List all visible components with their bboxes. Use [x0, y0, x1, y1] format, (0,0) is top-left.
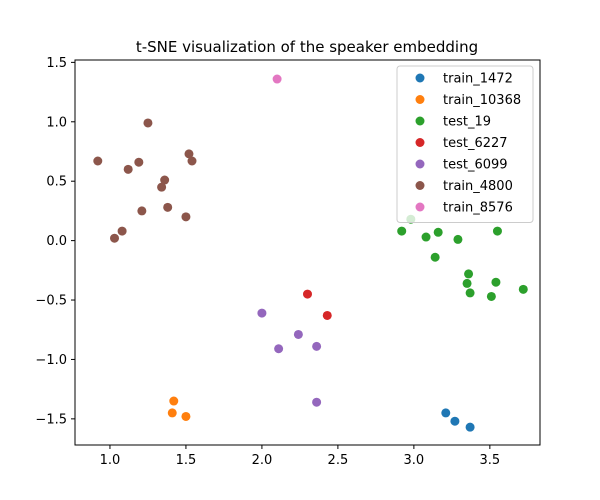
y-tick-label: −0.5	[35, 294, 67, 309]
data-point	[181, 212, 191, 222]
data-point	[491, 277, 501, 287]
data-point	[464, 269, 474, 279]
legend-box	[396, 65, 534, 223]
x-tick-label: 2.0	[252, 453, 273, 468]
x-tick-label: 1.5	[176, 453, 197, 468]
data-point	[453, 234, 463, 244]
series-train_1472	[441, 408, 475, 432]
data-point	[303, 289, 312, 299]
series-train_10368	[167, 396, 191, 421]
x-tick-label: 3.0	[404, 453, 425, 468]
data-point	[518, 284, 528, 294]
series-test_6227	[303, 289, 332, 320]
data-point	[110, 233, 120, 243]
data-point	[397, 226, 407, 236]
series-test_6099	[257, 308, 322, 407]
data-point	[322, 310, 332, 320]
data-point	[462, 278, 472, 288]
series-train_8576	[272, 74, 282, 84]
data-point	[272, 74, 282, 84]
data-point	[293, 329, 303, 339]
series-test_19	[397, 214, 528, 301]
y-axis: −1.5 −1.0 −0.5 0.0 0.5 1.0 1.5	[35, 56, 75, 427]
data-point	[465, 422, 475, 432]
data-point	[430, 252, 440, 262]
x-axis: 1.0 1.5 2.0 2.5 3.0 3.5	[100, 445, 501, 468]
data-point	[157, 182, 167, 192]
legend-marker	[415, 116, 425, 126]
y-tick-label: −1.5	[35, 412, 67, 427]
data-point	[465, 288, 475, 298]
data-point	[143, 118, 153, 128]
data-point	[433, 227, 443, 237]
plot-frame	[74, 59, 541, 446]
y-tick-label: 1.0	[46, 115, 67, 130]
data-point	[312, 341, 322, 351]
legend-label: train_1472	[443, 72, 513, 87]
x-tick-label: 1.0	[100, 453, 121, 468]
data-point	[134, 157, 144, 167]
legend-label: test_19	[443, 115, 491, 130]
data-point	[181, 411, 191, 421]
data-point	[93, 156, 103, 166]
legend-label: train_10368	[443, 93, 521, 108]
chart-title: t-SNE visualization of the speaker embed…	[136, 38, 478, 56]
data-point	[167, 408, 177, 418]
data-point	[160, 175, 170, 185]
legend-label: test_6227	[443, 136, 508, 151]
legend-marker	[415, 181, 425, 190]
y-tick-label: −1.0	[35, 353, 67, 368]
y-tick-label: 0.0	[46, 234, 67, 249]
y-tick-label: 1.5	[46, 56, 67, 71]
data-point	[312, 397, 322, 407]
x-tick-label: 3.5	[480, 453, 501, 468]
data-point	[257, 308, 267, 318]
data-point	[187, 156, 197, 166]
legend-marker	[415, 95, 425, 104]
legend-marker	[415, 73, 425, 83]
series-train_4800	[93, 118, 197, 243]
data-point	[274, 344, 284, 354]
data-point	[486, 291, 496, 301]
legend: train_1472 train_10368 test_19 test_6227tes…	[396, 65, 534, 223]
legend-marker	[415, 138, 425, 147]
legend-marker	[415, 202, 425, 212]
legend-label: test_6099	[443, 158, 508, 173]
legend-label: train_4800	[443, 179, 513, 194]
y-tick-label: 0.5	[46, 175, 67, 190]
data-point	[169, 396, 179, 406]
data-point	[184, 149, 194, 159]
data-point	[450, 416, 460, 426]
data-point	[123, 164, 133, 174]
x-tick-label: 2.5	[328, 453, 349, 468]
data-point	[421, 232, 431, 242]
legend-marker	[415, 159, 425, 169]
data-point	[137, 206, 147, 216]
legend-label: train_8576	[443, 201, 513, 216]
data-point	[441, 408, 451, 418]
data-point	[117, 226, 127, 236]
data-point	[492, 226, 502, 236]
data-point	[163, 202, 173, 212]
